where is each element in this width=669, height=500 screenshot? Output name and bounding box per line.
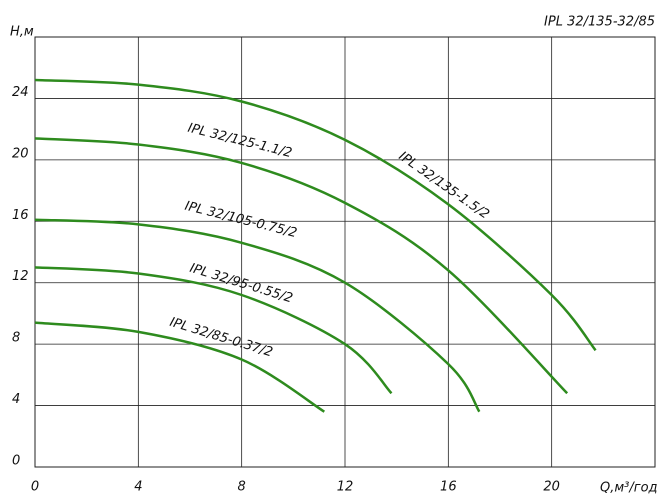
x-tick-label: 16	[440, 480, 457, 495]
y-tick-label: 16	[12, 208, 29, 223]
curve	[34, 137, 569, 395]
curve	[34, 218, 481, 413]
curve-label: IPL 32/85-0.37/2	[168, 315, 275, 361]
x-tick-label: 12	[337, 480, 354, 495]
curve	[34, 78, 597, 352]
curve	[34, 266, 393, 395]
y-tick-label: 4	[12, 392, 20, 407]
chart-title: IPL 32/135-32/85	[544, 15, 655, 30]
x-tick-label: 20	[543, 480, 560, 495]
y-tick-label: 24	[12, 85, 29, 100]
x-tick-label: 4	[134, 480, 142, 495]
curve	[34, 321, 326, 413]
x-axis-label: Q,м³/год	[600, 481, 658, 496]
y-axis-label: H,м	[10, 25, 34, 40]
y-tick-label: 8	[12, 331, 20, 346]
x-tick-label: 0	[31, 480, 39, 495]
y-tick-label: 0	[12, 454, 20, 469]
curve-label: IPL 32/105-0.75/2	[183, 199, 298, 241]
y-tick-label: 20	[12, 146, 29, 161]
x-tick-label: 8	[238, 480, 246, 495]
y-tick-label: 12	[12, 269, 29, 284]
